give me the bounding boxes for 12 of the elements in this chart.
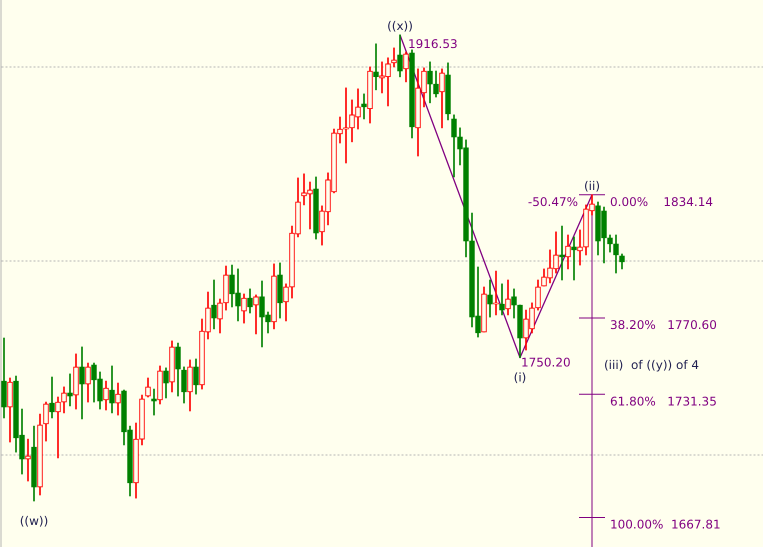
ref-line-label: 38.20% 1770.60 bbox=[610, 318, 717, 332]
annotation: (ii) bbox=[584, 178, 600, 193]
annotation: (i) bbox=[514, 370, 526, 385]
annotation: -50.47% bbox=[528, 194, 578, 209]
ref-line-label: 100.00% 1667.81 bbox=[610, 518, 721, 532]
annotation: ((x)) bbox=[387, 18, 413, 33]
ref-line-label: 0.00% 1834.14 bbox=[610, 194, 714, 209]
annotation: 1916.53 bbox=[408, 36, 458, 51]
annotation: 1750.20 bbox=[521, 356, 571, 370]
ref-line-label: 61.80% 1731.35 bbox=[610, 394, 717, 408]
annotation: ((w)) bbox=[20, 514, 48, 528]
annotation: (iii) of ((y)) of 4 bbox=[604, 358, 700, 372]
